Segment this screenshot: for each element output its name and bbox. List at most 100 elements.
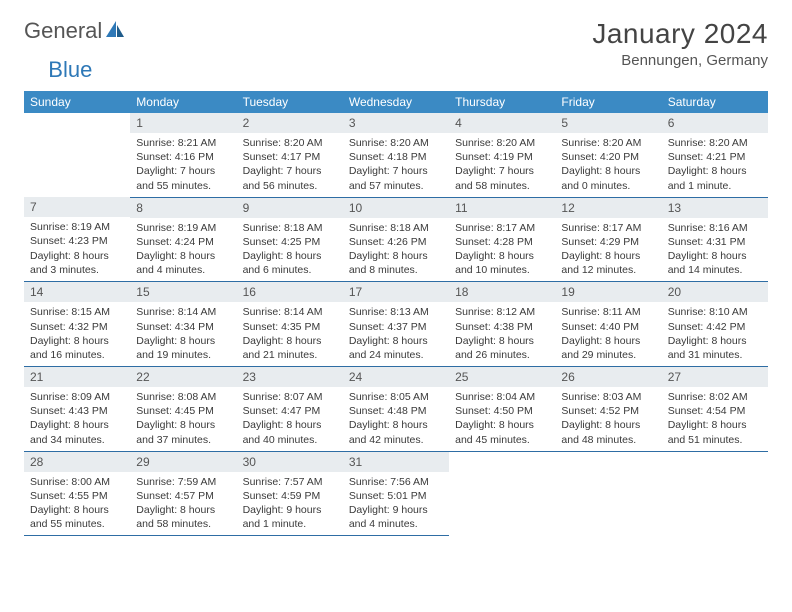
day-details: Sunrise: 8:12 AMSunset: 4:38 PMDaylight:… <box>449 302 555 366</box>
calendar-day-cell <box>24 113 130 197</box>
daylight-text-1: Daylight: 8 hours <box>136 503 230 517</box>
sunset-text: Sunset: 4:42 PM <box>668 320 762 334</box>
daylight-text-1: Daylight: 7 hours <box>243 164 337 178</box>
day-number: 24 <box>343 367 449 387</box>
sunset-text: Sunset: 4:24 PM <box>136 235 230 249</box>
sunrise-text: Sunrise: 8:14 AM <box>136 305 230 319</box>
daylight-text-1: Daylight: 8 hours <box>349 334 443 348</box>
sunset-text: Sunset: 4:37 PM <box>349 320 443 334</box>
sunset-text: Sunset: 5:01 PM <box>349 489 443 503</box>
daylight-text-2: and 45 minutes. <box>455 433 549 447</box>
sunset-text: Sunset: 4:31 PM <box>668 235 762 249</box>
logo-text-general: General <box>24 18 102 44</box>
daylight-text-2: and 8 minutes. <box>349 263 443 277</box>
sunset-text: Sunset: 4:57 PM <box>136 489 230 503</box>
sunrise-text: Sunrise: 8:16 AM <box>668 221 762 235</box>
daylight-text-2: and 51 minutes. <box>668 433 762 447</box>
calendar-week-row: 21Sunrise: 8:09 AMSunset: 4:43 PMDayligh… <box>24 367 768 452</box>
sunrise-text: Sunrise: 8:05 AM <box>349 390 443 404</box>
day-number: 18 <box>449 282 555 302</box>
day-number: 30 <box>237 452 343 472</box>
daylight-text-1: Daylight: 8 hours <box>561 249 655 263</box>
sunrise-text: Sunrise: 8:20 AM <box>349 136 443 150</box>
sunrise-text: Sunrise: 8:08 AM <box>136 390 230 404</box>
daylight-text-2: and 1 minute. <box>243 517 337 531</box>
daylight-text-1: Daylight: 8 hours <box>561 334 655 348</box>
calendar-week-row: 1Sunrise: 8:21 AMSunset: 4:16 PMDaylight… <box>24 113 768 197</box>
daylight-text-1: Daylight: 8 hours <box>349 418 443 432</box>
calendar-day-cell: 29Sunrise: 7:59 AMSunset: 4:57 PMDayligh… <box>130 451 236 536</box>
day-details: Sunrise: 8:20 AMSunset: 4:17 PMDaylight:… <box>237 133 343 197</box>
daylight-text-2: and 21 minutes. <box>243 348 337 362</box>
sunset-text: Sunset: 4:40 PM <box>561 320 655 334</box>
sunset-text: Sunset: 4:19 PM <box>455 150 549 164</box>
calendar-day-cell <box>449 451 555 536</box>
sunrise-text: Sunrise: 8:10 AM <box>668 305 762 319</box>
day-details: Sunrise: 8:20 AMSunset: 4:21 PMDaylight:… <box>662 133 768 197</box>
day-number: 15 <box>130 282 236 302</box>
day-number: 20 <box>662 282 768 302</box>
weekday-header: Wednesday <box>343 91 449 113</box>
calendar-day-cell: 6Sunrise: 8:20 AMSunset: 4:21 PMDaylight… <box>662 113 768 197</box>
day-details: Sunrise: 8:07 AMSunset: 4:47 PMDaylight:… <box>237 387 343 451</box>
daylight-text-1: Daylight: 8 hours <box>668 249 762 263</box>
weekday-header: Friday <box>555 91 661 113</box>
calendar-day-cell: 8Sunrise: 8:19 AMSunset: 4:24 PMDaylight… <box>130 197 236 282</box>
day-details: Sunrise: 8:20 AMSunset: 4:20 PMDaylight:… <box>555 133 661 197</box>
daylight-text-1: Daylight: 8 hours <box>136 334 230 348</box>
sunset-text: Sunset: 4:28 PM <box>455 235 549 249</box>
sunset-text: Sunset: 4:16 PM <box>136 150 230 164</box>
sunrise-text: Sunrise: 8:18 AM <box>349 221 443 235</box>
day-number: 9 <box>237 198 343 218</box>
sunset-text: Sunset: 4:47 PM <box>243 404 337 418</box>
daylight-text-2: and 4 minutes. <box>136 263 230 277</box>
daylight-text-1: Daylight: 8 hours <box>30 249 124 263</box>
location: Bennungen, Germany <box>592 52 768 69</box>
sunset-text: Sunset: 4:25 PM <box>243 235 337 249</box>
day-number: 13 <box>662 198 768 218</box>
calendar-day-cell: 11Sunrise: 8:17 AMSunset: 4:28 PMDayligh… <box>449 197 555 282</box>
calendar-day-cell: 17Sunrise: 8:13 AMSunset: 4:37 PMDayligh… <box>343 282 449 367</box>
day-number: 4 <box>449 113 555 133</box>
sunrise-text: Sunrise: 8:17 AM <box>561 221 655 235</box>
logo-text-blue: Blue <box>48 57 92 83</box>
logo: General <box>24 18 127 44</box>
daylight-text-2: and 16 minutes. <box>30 348 124 362</box>
sunset-text: Sunset: 4:43 PM <box>30 404 124 418</box>
title-block: January 2024 Bennungen, Germany <box>592 18 768 69</box>
day-number: 5 <box>555 113 661 133</box>
day-details: Sunrise: 8:19 AMSunset: 4:23 PMDaylight:… <box>24 217 130 281</box>
day-details: Sunrise: 8:18 AMSunset: 4:26 PMDaylight:… <box>343 218 449 282</box>
daylight-text-2: and 14 minutes. <box>668 263 762 277</box>
day-number: 8 <box>130 198 236 218</box>
sunset-text: Sunset: 4:59 PM <box>243 489 337 503</box>
sunset-text: Sunset: 4:23 PM <box>30 234 124 248</box>
calendar-day-cell: 30Sunrise: 7:57 AMSunset: 4:59 PMDayligh… <box>237 451 343 536</box>
sunset-text: Sunset: 4:34 PM <box>136 320 230 334</box>
day-details: Sunrise: 8:19 AMSunset: 4:24 PMDaylight:… <box>130 218 236 282</box>
day-details: Sunrise: 8:17 AMSunset: 4:29 PMDaylight:… <box>555 218 661 282</box>
sunrise-text: Sunrise: 8:20 AM <box>243 136 337 150</box>
daylight-text-1: Daylight: 8 hours <box>243 249 337 263</box>
day-details: Sunrise: 8:03 AMSunset: 4:52 PMDaylight:… <box>555 387 661 451</box>
day-details: Sunrise: 8:21 AMSunset: 4:16 PMDaylight:… <box>130 133 236 197</box>
calendar-day-cell: 28Sunrise: 8:00 AMSunset: 4:55 PMDayligh… <box>24 451 130 536</box>
daylight-text-1: Daylight: 7 hours <box>455 164 549 178</box>
calendar-day-cell: 18Sunrise: 8:12 AMSunset: 4:38 PMDayligh… <box>449 282 555 367</box>
sunrise-text: Sunrise: 8:21 AM <box>136 136 230 150</box>
calendar-day-cell: 27Sunrise: 8:02 AMSunset: 4:54 PMDayligh… <box>662 367 768 452</box>
sunrise-text: Sunrise: 8:00 AM <box>30 475 124 489</box>
sunrise-text: Sunrise: 7:59 AM <box>136 475 230 489</box>
calendar-day-cell: 3Sunrise: 8:20 AMSunset: 4:18 PMDaylight… <box>343 113 449 197</box>
daylight-text-1: Daylight: 8 hours <box>668 334 762 348</box>
sunrise-text: Sunrise: 8:03 AM <box>561 390 655 404</box>
daylight-text-1: Daylight: 8 hours <box>455 334 549 348</box>
daylight-text-2: and 29 minutes. <box>561 348 655 362</box>
day-details: Sunrise: 8:10 AMSunset: 4:42 PMDaylight:… <box>662 302 768 366</box>
day-details: Sunrise: 8:04 AMSunset: 4:50 PMDaylight:… <box>449 387 555 451</box>
daylight-text-1: Daylight: 9 hours <box>243 503 337 517</box>
daylight-text-2: and 34 minutes. <box>30 433 124 447</box>
daylight-text-2: and 1 minute. <box>668 179 762 193</box>
day-details: Sunrise: 8:00 AMSunset: 4:55 PMDaylight:… <box>24 472 130 536</box>
day-number: 1 <box>130 113 236 133</box>
